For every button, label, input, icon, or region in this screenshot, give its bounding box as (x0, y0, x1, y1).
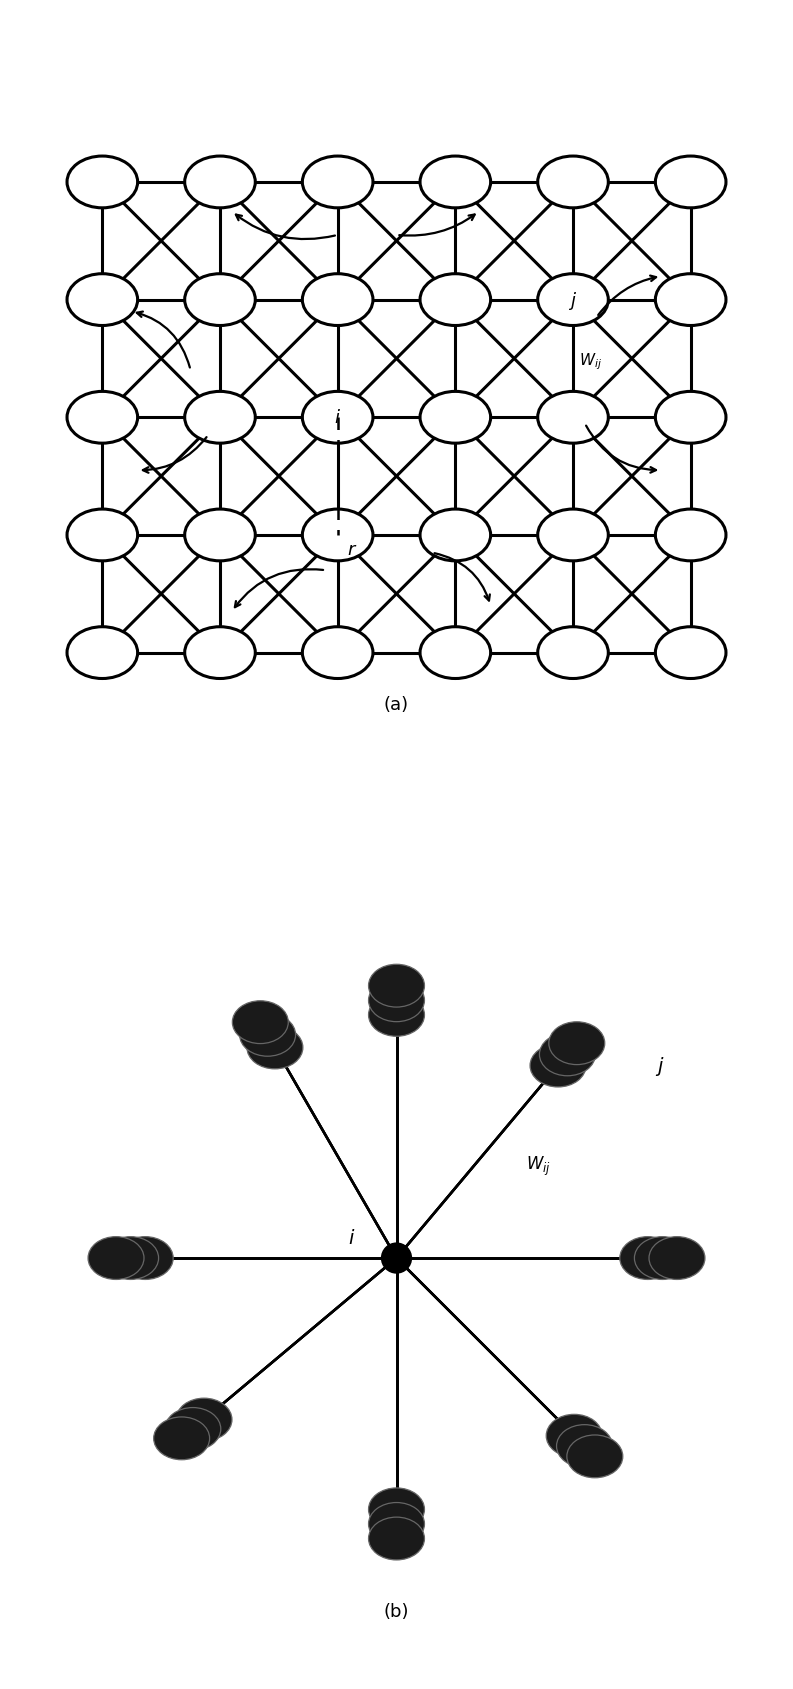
Ellipse shape (185, 510, 255, 561)
Ellipse shape (369, 1503, 424, 1545)
Ellipse shape (185, 627, 255, 679)
Ellipse shape (88, 1236, 144, 1280)
Ellipse shape (67, 157, 138, 209)
Ellipse shape (302, 510, 373, 561)
Ellipse shape (538, 510, 608, 561)
Ellipse shape (420, 510, 491, 561)
Ellipse shape (67, 627, 138, 679)
Text: (b): (b) (384, 1601, 409, 1620)
Ellipse shape (102, 1236, 159, 1280)
Ellipse shape (538, 392, 608, 444)
Text: $i$: $i$ (348, 1228, 355, 1248)
Ellipse shape (420, 627, 491, 679)
Ellipse shape (655, 392, 726, 444)
Ellipse shape (620, 1236, 676, 1280)
Ellipse shape (369, 1488, 424, 1530)
Ellipse shape (185, 157, 255, 209)
Ellipse shape (67, 392, 138, 444)
Ellipse shape (185, 275, 255, 326)
Ellipse shape (154, 1417, 209, 1459)
Text: $j$: $j$ (569, 289, 577, 311)
Ellipse shape (649, 1236, 705, 1280)
Ellipse shape (369, 1517, 424, 1561)
Ellipse shape (557, 1426, 612, 1468)
Ellipse shape (67, 510, 138, 561)
Ellipse shape (420, 157, 491, 209)
Circle shape (382, 1243, 411, 1274)
Ellipse shape (369, 964, 424, 1007)
Ellipse shape (369, 993, 424, 1037)
Ellipse shape (185, 392, 255, 444)
Ellipse shape (176, 1398, 232, 1441)
Ellipse shape (538, 157, 608, 209)
Ellipse shape (302, 275, 373, 326)
Ellipse shape (420, 275, 491, 326)
Ellipse shape (549, 1022, 605, 1066)
Text: $W_{ij}$: $W_{ij}$ (526, 1154, 550, 1177)
Ellipse shape (655, 627, 726, 679)
Ellipse shape (655, 510, 726, 561)
Text: $j$: $j$ (655, 1054, 665, 1078)
Ellipse shape (247, 1027, 303, 1069)
Ellipse shape (634, 1236, 691, 1280)
Ellipse shape (239, 1013, 296, 1057)
Ellipse shape (546, 1414, 602, 1458)
Text: $i$: $i$ (334, 409, 341, 427)
Ellipse shape (302, 392, 373, 444)
Ellipse shape (67, 275, 138, 326)
Text: (a): (a) (384, 696, 409, 714)
Ellipse shape (165, 1407, 220, 1451)
Ellipse shape (538, 275, 608, 326)
Ellipse shape (420, 392, 491, 444)
Ellipse shape (232, 1002, 289, 1044)
Ellipse shape (302, 157, 373, 209)
Ellipse shape (655, 157, 726, 209)
Text: $r$: $r$ (347, 540, 358, 559)
Ellipse shape (655, 275, 726, 326)
Ellipse shape (539, 1034, 596, 1076)
Text: $W_{ij}$: $W_{ij}$ (579, 351, 602, 372)
Ellipse shape (530, 1044, 586, 1088)
Ellipse shape (369, 980, 424, 1022)
Ellipse shape (302, 627, 373, 679)
Ellipse shape (538, 627, 608, 679)
Ellipse shape (567, 1436, 623, 1478)
Ellipse shape (117, 1236, 173, 1280)
